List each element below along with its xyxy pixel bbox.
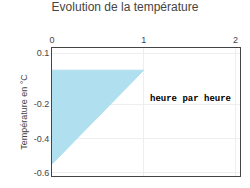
svg-text:2: 2 [233,35,238,45]
svg-text:0.1: 0.1 [37,48,50,58]
svg-text:-0.4: -0.4 [34,134,50,144]
svg-text:1: 1 [141,35,146,45]
svg-text:0: 0 [49,35,54,45]
svg-text:-0.2: -0.2 [34,99,50,109]
svg-text:-0.6: -0.6 [34,168,50,178]
svg-text:heure par heure: heure par heure [150,94,231,104]
svg-text:Evolution de la température: Evolution de la température [52,0,199,14]
svg-text:Température en °C: Température en °C [19,74,29,150]
